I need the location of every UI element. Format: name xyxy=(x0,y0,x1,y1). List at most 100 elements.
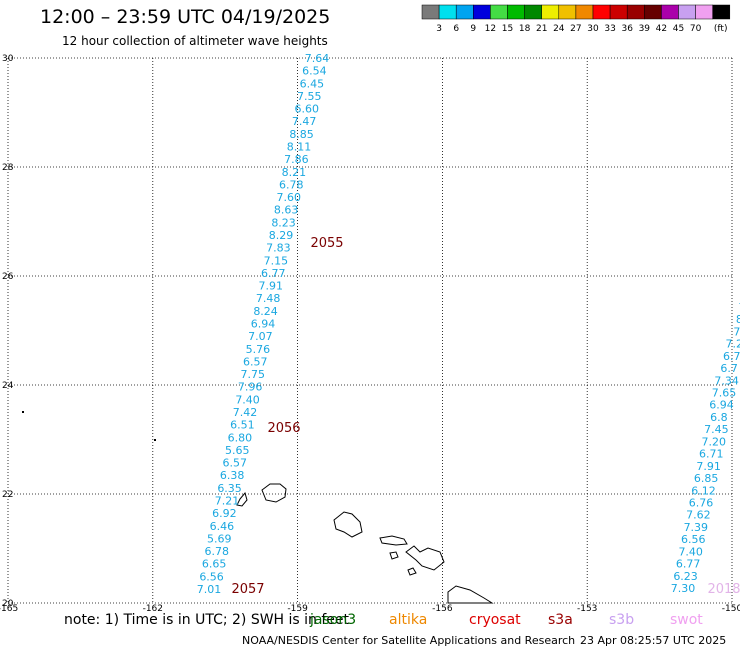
wave-height-label: 7.40 xyxy=(678,545,703,558)
wave-height-label: 7.42 xyxy=(233,406,258,419)
pass-time-label: 2018 xyxy=(707,582,740,597)
wave-height-label: 7.39 xyxy=(684,521,709,534)
wave-height-label: 7.55 xyxy=(297,90,322,103)
pass-time-label: 2057 xyxy=(231,582,264,597)
legend-label: 21 xyxy=(536,24,547,34)
wave-height-label: 6.92 xyxy=(212,507,237,520)
y-tick-label: 22 xyxy=(2,490,13,500)
wave-height-label: 6.85 xyxy=(694,472,719,485)
legend-label: 18 xyxy=(519,24,531,34)
legend-label: 6 xyxy=(453,24,459,34)
satellite-jason3: jason3 xyxy=(310,612,357,628)
legend-label: 36 xyxy=(621,24,633,34)
wave-height-label: 6.71 xyxy=(699,448,724,461)
wave-height-label: 7.30 xyxy=(671,582,696,595)
note-text: note: 1) Time is in UTC; 2) SWH is in fe… xyxy=(64,612,350,628)
wave-height-label: 8.24 xyxy=(253,305,278,318)
legend-label: 33 xyxy=(604,24,615,34)
wave-height-label: 6.45 xyxy=(300,77,325,90)
pass-time-label: 2056 xyxy=(267,421,300,436)
wave-height-label: 6.56 xyxy=(199,570,224,583)
x-tick-label: -159 xyxy=(287,604,308,614)
chart-title: 12:00 – 23:59 UTC 04/19/2025 xyxy=(40,6,331,28)
wave-height-label: 6.76 xyxy=(689,496,714,509)
wave-height-label: 6.38 xyxy=(220,469,245,482)
wave-height-label: 7.21 xyxy=(215,495,240,508)
legend-label: 15 xyxy=(502,24,513,34)
island-molokai xyxy=(379,535,408,546)
wave-height-label: 8.23 xyxy=(271,216,296,229)
credit-line: NOAA/NESDIS Center for Satellite Applica… xyxy=(242,634,576,647)
wave-height-label: 6.94 xyxy=(251,318,276,331)
legend-label: 39 xyxy=(639,24,651,34)
wave-height-label: 7.91 xyxy=(696,460,721,473)
wave-height-label: 6.23 xyxy=(673,570,698,583)
wave-height-label: 6.57 xyxy=(222,457,247,470)
island-kahoolawe xyxy=(407,567,417,576)
y-tick-label: 28 xyxy=(2,163,14,173)
wave-height-label: 6.78 xyxy=(279,178,304,191)
wave-height-label: 6.51 xyxy=(230,419,255,432)
wave-height-label: 6.46 xyxy=(210,520,235,533)
wave-height-label: 6.77 xyxy=(676,558,701,571)
island-niihau xyxy=(236,491,248,507)
wave-height-label: 7.91 xyxy=(258,280,283,293)
island-kauai xyxy=(261,483,287,503)
wave-height-label: 7 xyxy=(739,301,740,314)
wave-height-label: 5.69 xyxy=(207,532,232,545)
color-scale-legend: 3 6 9 12 15 18 21 24 27 30 33 36 39 42 45 70 (ft) xyxy=(421,4,731,34)
wave-height-label: 6.7 xyxy=(723,350,740,363)
wave-height-label: 7 xyxy=(733,325,740,338)
wave-height-label: 6.80 xyxy=(228,431,253,444)
y-tick-label: 26 xyxy=(2,272,14,282)
wave-height-label: 6.8 xyxy=(710,411,728,424)
x-tick-label: -165 xyxy=(0,604,18,614)
wave-height-label: 6.7 xyxy=(720,362,738,375)
legend-label: 70 xyxy=(690,24,702,34)
wave-height-label: 6.77 xyxy=(261,267,286,280)
y-tick-label: 30 xyxy=(2,54,14,64)
timestamp: 23 Apr 08:25:57 UTC 2025 xyxy=(580,634,727,647)
legend-label: 9 xyxy=(470,24,476,34)
hawaiian-islands xyxy=(22,411,494,604)
wave-height-label: 7.96 xyxy=(238,381,263,394)
wave-height-label: 6.56 xyxy=(681,533,706,546)
wave-height-label: 7.2 xyxy=(726,338,740,351)
legend-label: 45 xyxy=(673,24,684,34)
island-hawaii xyxy=(447,585,494,604)
wave-height-label: 8.21 xyxy=(282,166,307,179)
island-maui xyxy=(405,545,445,571)
island-oahu xyxy=(333,511,363,538)
wave-height-label: 7.01 xyxy=(197,583,222,596)
wave-height-label: 6.12 xyxy=(691,484,716,497)
wave-height-label: 7.34 xyxy=(714,374,739,387)
legend-label: (ft) xyxy=(714,24,728,34)
wave-height-label: 7.60 xyxy=(276,191,301,204)
satellite-s3a: s3a xyxy=(548,612,573,628)
pass-time-label: 2055 xyxy=(310,236,343,251)
wave-height-label: 5.76 xyxy=(246,343,271,356)
x-tick-label: -150 xyxy=(722,604,740,614)
island-lanai xyxy=(389,551,399,560)
wave-height-label: 7.48 xyxy=(256,292,281,305)
wave-height-label: 7.47 xyxy=(292,115,317,128)
wave-height-label: 7.40 xyxy=(235,393,260,406)
wave-height-label: 8 xyxy=(736,313,740,326)
legend-label: 3 xyxy=(436,24,442,34)
wave-height-label: 7.83 xyxy=(266,242,291,255)
legend-label: 24 xyxy=(553,24,565,34)
legend-label: 30 xyxy=(587,24,599,34)
wave-height-label: 5.65 xyxy=(225,444,250,457)
wave-height-label: 8.85 xyxy=(289,128,314,141)
wave-height-label: 6.35 xyxy=(217,482,242,495)
x-tick-label: -153 xyxy=(577,604,597,614)
chart-subtitle: 12 hour collection of altimeter wave hei… xyxy=(62,34,328,48)
wave-height-label: 6.65 xyxy=(202,558,227,571)
wave-height-label: 7.07 xyxy=(248,330,273,343)
wave-height-label: 6.60 xyxy=(294,103,319,116)
satellite-swot: swot xyxy=(670,612,703,628)
legend-label: 42 xyxy=(656,24,667,34)
wave-height-label: 6.54 xyxy=(302,65,327,78)
wave-height-label: 6.78 xyxy=(204,545,229,558)
